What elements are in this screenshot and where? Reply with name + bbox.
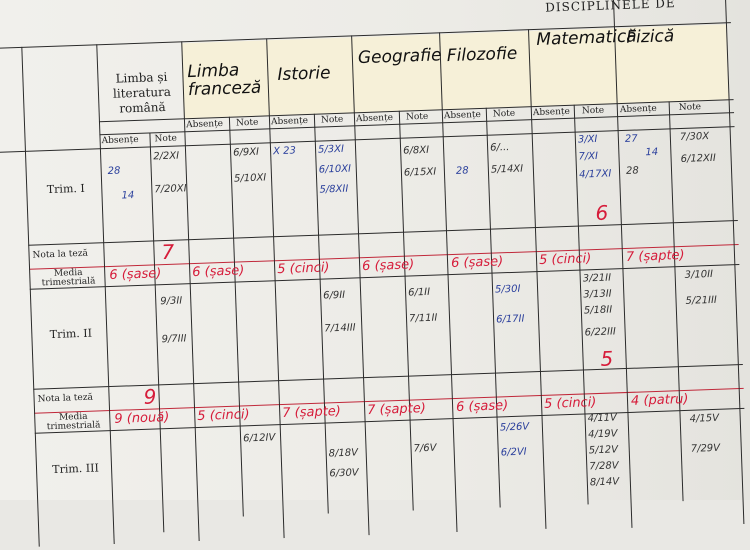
header-title: DISCIPLINELE DE [545, 0, 676, 15]
absente-label: Absențe [619, 103, 657, 116]
grade: 9/7III [161, 333, 187, 346]
absente-label: Absențe [101, 134, 139, 147]
term-average: 5 (cinci) [197, 407, 250, 425]
term-average: 9 (nouă) [114, 409, 170, 427]
grade: 5/8XII [319, 183, 349, 196]
grade: 4/17XI [578, 168, 612, 181]
row-label-trim2: Trim. II [49, 326, 93, 342]
grade: 2/2XI [153, 150, 180, 163]
grade: 5/21III [685, 294, 718, 307]
teza-grade: 6 [595, 200, 609, 225]
grade: 7/14III [324, 322, 356, 335]
grade: 6/17II [495, 313, 525, 326]
grade: 5/14XI [490, 163, 524, 176]
term-average: 5 (cinci) [276, 260, 330, 278]
note-label: Note [492, 108, 516, 120]
grade: 3/XI [577, 133, 598, 146]
absence: 14 [645, 146, 659, 159]
grade: 6/8XI [402, 144, 430, 157]
grade: 5/26V [499, 421, 530, 434]
row-label-teza: Nota la teză [32, 248, 89, 261]
note-label: Note [581, 105, 605, 117]
grade: 6/12IV [242, 432, 276, 445]
grade: 7/6V [413, 442, 437, 455]
grade: 6/22III [584, 326, 617, 339]
grade: 6/... [489, 141, 510, 154]
grade: 3/21II [582, 272, 612, 285]
term-average: 7 (șapte) [281, 404, 342, 422]
absence: 28 [107, 165, 121, 177]
grade: 6/12XII [680, 152, 717, 165]
grade: 5/30I [494, 283, 521, 296]
subject-fizica: Fizică [626, 26, 675, 48]
subject-filozofie: Filozofie [446, 43, 518, 67]
row-label-media: Media trimestrială [46, 411, 101, 433]
term-average: 6 (șase) [450, 254, 504, 272]
absente-label: Absențe [185, 118, 224, 131]
grade: 5/10XI [233, 172, 267, 185]
term-average: 6 (șase) [109, 266, 162, 283]
term-average: 5 (cinci) [538, 251, 592, 268]
subject-geografie: Geografie [357, 45, 442, 69]
row-label-media: Media trimestrială [41, 267, 96, 289]
grade: 7/29V [690, 442, 721, 455]
absence: X 23 [272, 145, 297, 158]
grade: 3/13II [583, 288, 612, 301]
absence: 14 [121, 190, 135, 202]
absente-label: Absențe [355, 113, 394, 125]
absence: 27 [624, 133, 638, 145]
term-average: 4 (patru) [630, 391, 689, 409]
term-average: 7 (șapte) [625, 247, 685, 265]
subject-matematica: Matematică [536, 26, 638, 50]
term-average: 6 (șase) [192, 263, 245, 281]
grade: 5/3XI [317, 143, 345, 156]
grade: 6/1II [407, 286, 431, 299]
grade: 5/18II [583, 304, 613, 317]
note-label: Note [320, 114, 344, 126]
note-label: Note [154, 133, 178, 145]
absence: 28 [455, 165, 469, 177]
term-average: 7 (șapte) [366, 401, 427, 419]
row-label-trim1: Trim. I [46, 181, 85, 197]
grade: 6/15XI [403, 166, 437, 179]
note-label: Note [405, 111, 429, 123]
absente-label: Absențe [270, 115, 309, 128]
subject-istorie: Istorie [277, 63, 331, 86]
absence: 28 [625, 165, 639, 177]
teza-grade: 5 [600, 346, 614, 371]
note-label: Note [235, 117, 259, 129]
grade: 6/9II [322, 289, 346, 302]
teza-grade: 9 [143, 384, 157, 409]
grade: 9/3II [160, 295, 183, 308]
absente-label: Absențe [443, 109, 482, 122]
teza-grade: 7 [161, 239, 175, 265]
grade: 6/2VI [500, 446, 527, 459]
absente-label: Absențe [532, 106, 571, 119]
note-label: Note [678, 102, 702, 114]
grade: 6/10XI [318, 163, 352, 176]
grade: 4/15V [689, 412, 720, 425]
grade: 6/9XI [232, 146, 260, 159]
row-label-teza: Nota la teză [37, 392, 94, 405]
grade: 7/11II [408, 312, 438, 325]
term-average: 5 (cinci) [543, 395, 597, 412]
grade: 3/10II [684, 268, 714, 281]
grade: 5/12V [588, 444, 619, 457]
subject-romana: Limba și literatura română [112, 69, 172, 116]
grade: 4/19V [588, 428, 618, 441]
grade: 8/14V [589, 476, 620, 489]
grade: 7/XI [578, 150, 599, 163]
grade: 7/30X [679, 130, 710, 143]
term-average: 6 (șase) [455, 398, 509, 415]
term-average: 6 (șase) [361, 257, 415, 275]
grade: 6/30V [329, 467, 359, 480]
grade: 7/28V [589, 460, 619, 473]
row-label-trim3: Trim. III [52, 461, 100, 477]
grade: 4/11V [587, 412, 618, 425]
subject-franceza: Limba franceză [186, 60, 262, 101]
grade: 8/18V [328, 447, 359, 460]
grade: 7/20XI [154, 183, 187, 196]
